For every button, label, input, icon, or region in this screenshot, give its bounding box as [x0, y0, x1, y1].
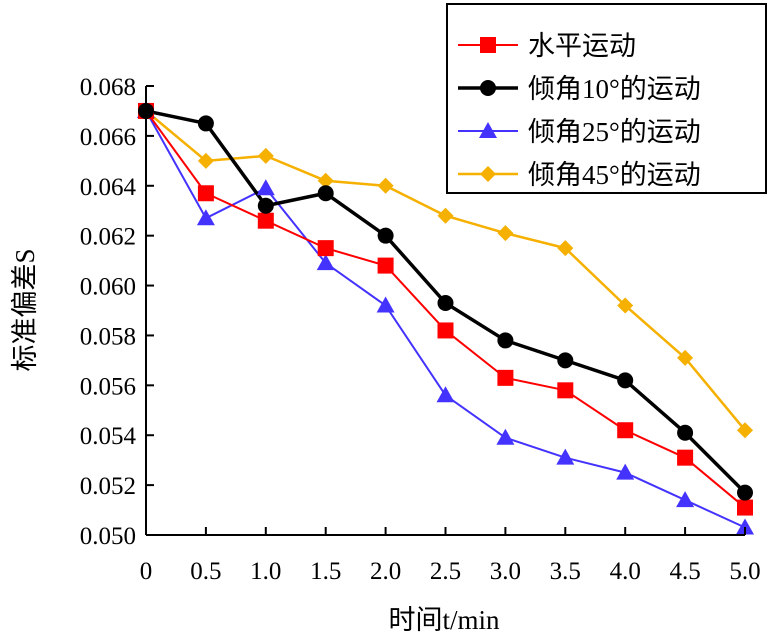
legend-marker — [480, 80, 496, 96]
y-tick-label: 0.064 — [80, 174, 137, 201]
data-point — [557, 352, 574, 369]
data-point — [256, 179, 275, 196]
data-point — [737, 484, 753, 501]
data-point — [437, 207, 454, 224]
data-point — [676, 491, 695, 508]
data-point — [437, 295, 454, 312]
data-point — [677, 424, 694, 441]
legend-label: 倾角45°的运动 — [528, 160, 701, 190]
y-tick-label: 0.050 — [80, 523, 136, 550]
x-tick-label: 2.0 — [370, 558, 401, 585]
data-point — [497, 332, 514, 349]
data-point — [677, 349, 694, 366]
y-tick-label: 0.068 — [80, 74, 136, 101]
y-axis-ticks: 0.050 0.052 0.054 0.056 0.058 0.060 0.062 0.064… — [80, 74, 154, 550]
series-markers — [137, 101, 754, 535]
x-tick-label: 3.5 — [550, 558, 581, 585]
x-tick-label: 3.0 — [490, 558, 521, 585]
data-point — [257, 197, 274, 214]
x-axis-title: 时间t/min — [388, 605, 500, 635]
y-tick-label: 0.056 — [80, 373, 136, 400]
data-point — [736, 518, 754, 535]
data-point — [196, 209, 215, 226]
data-point — [677, 449, 694, 466]
data-point — [737, 499, 753, 516]
x-tick-label: 4.5 — [669, 558, 700, 585]
data-point — [617, 372, 634, 389]
x-tick-label: 0.5 — [190, 558, 221, 585]
x-tick-label: 4.0 — [610, 558, 641, 585]
data-point — [616, 463, 635, 480]
data-point — [317, 240, 334, 257]
data-point — [317, 172, 334, 189]
data-point — [556, 448, 575, 465]
data-point — [617, 297, 634, 314]
data-point — [557, 240, 574, 257]
legend-label: 倾角10°的运动 — [528, 74, 701, 104]
data-point — [197, 115, 214, 132]
x-tick-label: 2.5 — [430, 558, 461, 585]
data-point — [497, 225, 514, 242]
data-point — [376, 296, 395, 313]
data-point — [377, 257, 394, 274]
y-tick-label: 0.058 — [80, 323, 136, 350]
legend-marker — [480, 166, 496, 182]
x-tick-label: 1.0 — [250, 558, 281, 585]
legend-label: 倾角25°的运动 — [528, 117, 701, 147]
legend-label: 水平运动 — [528, 31, 636, 61]
y-tick-label: 0.066 — [80, 124, 136, 151]
data-point — [257, 147, 274, 164]
data-point — [197, 152, 214, 169]
data-point — [737, 422, 753, 439]
x-tick-label: 0 — [140, 558, 153, 585]
data-point — [437, 322, 454, 339]
y-axis-title: 标准偏差S — [10, 248, 40, 371]
data-point — [317, 185, 334, 202]
legend-marker — [480, 37, 496, 53]
x-axis-ticks: 0 0.5 1.0 1.5 2.0 2.5 3.0 3.5 4.0 4.5 5.0 — [140, 527, 761, 585]
data-point — [197, 185, 214, 202]
legend-marker — [479, 122, 497, 138]
y-tick-label: 0.052 — [80, 473, 136, 500]
x-tick-label: 5.0 — [729, 558, 760, 585]
data-point — [557, 382, 574, 399]
data-point — [316, 254, 335, 271]
y-tick-label: 0.054 — [80, 423, 137, 450]
data-point — [496, 428, 515, 445]
data-point — [377, 177, 394, 194]
data-point — [497, 369, 514, 386]
data-point — [436, 386, 455, 403]
x-tick-label: 1.5 — [310, 558, 341, 585]
data-point — [617, 422, 634, 439]
data-point — [257, 212, 274, 229]
y-tick-label: 0.062 — [80, 224, 136, 251]
data-point — [377, 227, 394, 244]
y-tick-label: 0.060 — [80, 274, 136, 301]
legend-box — [446, 3, 767, 194]
